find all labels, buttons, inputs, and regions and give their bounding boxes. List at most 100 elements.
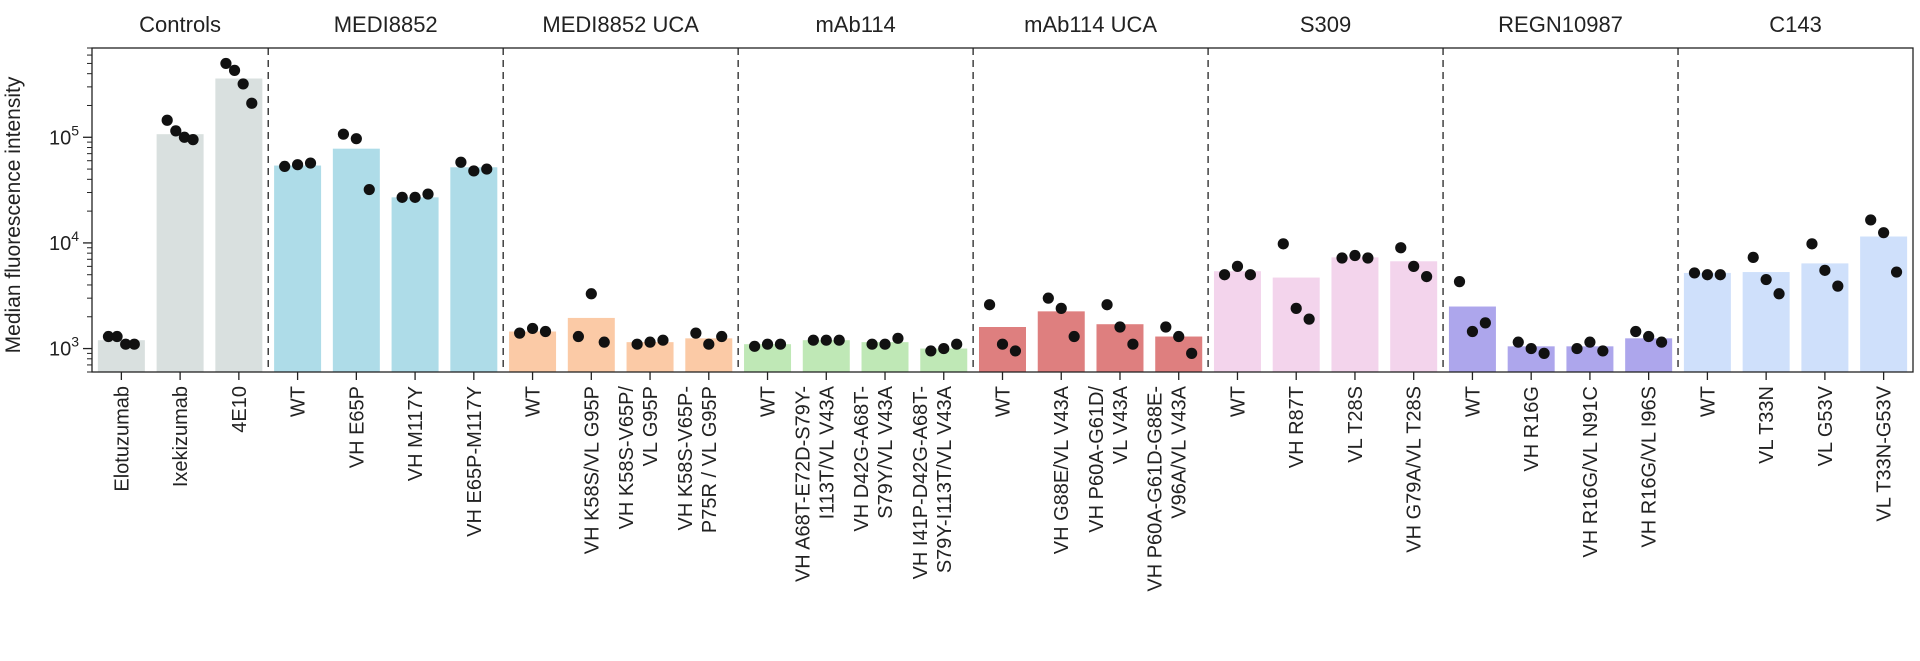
data-point (572, 330, 584, 343)
labels: Elotuzumab Ixekizumab 4E10 Controls WT VH E65… (111, 12, 1895, 592)
data-point (1336, 252, 1348, 264)
category-label-line: P75R / VL G95P (699, 386, 721, 533)
category-label-line: VL T33N-G53V (1874, 385, 1896, 521)
data-point (1160, 321, 1172, 333)
bar (1742, 272, 1790, 372)
data-point (1218, 269, 1231, 281)
category-label-line: VH E65P-M117Y (464, 386, 486, 537)
data-point (1114, 321, 1126, 333)
data-point (246, 97, 258, 109)
data-point (644, 336, 656, 348)
data-point (337, 128, 350, 140)
data-point (1101, 299, 1113, 311)
data-point (1244, 269, 1256, 281)
data-points (102, 57, 1903, 359)
category-label: WT (1227, 386, 1249, 417)
data-point (187, 134, 199, 146)
data-point (304, 157, 317, 169)
data-point (514, 327, 526, 339)
category-label-line: WT (758, 386, 780, 417)
category-label: VH R87T (1286, 386, 1308, 468)
data-point (1421, 270, 1433, 283)
category-label: VL G53V (1815, 385, 1837, 466)
data-point (481, 163, 493, 175)
bar (1213, 271, 1261, 372)
category-label: WT (1462, 386, 1484, 417)
data-point (291, 159, 304, 171)
data-point (120, 338, 132, 350)
category-label-line: Elotuzumab (111, 386, 133, 492)
group-label: C143 (1769, 12, 1822, 37)
category-label: VH E65P-M117Y (464, 386, 486, 537)
bar (509, 331, 557, 372)
category-label: VH M117Y (405, 386, 427, 481)
data-point (716, 330, 728, 343)
category-label-line: VL T33N (1756, 386, 1778, 464)
data-point (237, 78, 249, 90)
data-point (526, 322, 539, 335)
category-label-line: 4E10 (229, 386, 251, 433)
category-label: WT (1697, 386, 1719, 417)
data-point (1042, 292, 1054, 304)
category-label-line: VH I41P-D42G-A68T- (910, 386, 932, 579)
data-point (657, 334, 669, 346)
group-dividers (267, 48, 1679, 372)
data-point (111, 330, 123, 343)
data-point (749, 340, 761, 352)
bar (1037, 311, 1085, 372)
category-label: VL T28S (1345, 386, 1367, 463)
bar (1331, 257, 1379, 372)
data-point (1512, 336, 1524, 348)
data-point (539, 325, 552, 338)
data-point (1395, 242, 1407, 254)
data-point (1819, 264, 1831, 276)
category-label: VH R16G/VL N91C (1580, 386, 1602, 558)
data-point (1714, 269, 1726, 281)
bar (274, 165, 322, 372)
data-point (1865, 214, 1877, 226)
data-point (1362, 252, 1374, 264)
data-point (1303, 313, 1315, 325)
category-label: WT (288, 386, 310, 417)
data-point (1701, 269, 1714, 281)
data-point (925, 345, 937, 357)
category-label-line: VH K58S-V65P- (675, 386, 697, 531)
category-label-line: VH K58S-V65P/ (616, 386, 638, 530)
data-point (102, 330, 115, 343)
category-label-line: S79Y-I113T/VL V43A (934, 385, 956, 573)
category-label: Ixekizumab (170, 386, 192, 487)
data-point (1806, 238, 1818, 250)
y-tick-label: 104 (49, 228, 79, 255)
data-point (690, 327, 702, 339)
data-point (1538, 347, 1550, 359)
data-point (1747, 251, 1759, 263)
data-point (761, 338, 774, 350)
data-point (631, 338, 643, 350)
data-point (892, 332, 904, 344)
data-point (1525, 342, 1537, 355)
data-point (833, 334, 845, 346)
category-label-line: VH R16G (1521, 386, 1543, 472)
bar (1860, 236, 1908, 372)
category-label-line: VL G53V (1815, 385, 1837, 466)
category-label-line: VH G79A/VL T28S (1404, 386, 1426, 553)
data-point (1878, 227, 1890, 239)
data-point (996, 338, 1009, 350)
data-point (422, 188, 434, 200)
category-label: VH E65P (346, 386, 368, 468)
data-point (409, 191, 421, 203)
category-label: VL T33N-G53V (1874, 385, 1896, 521)
data-point (161, 114, 173, 126)
data-point (1479, 317, 1491, 329)
category-label: 4E10 (229, 386, 251, 433)
group-label: Controls (139, 12, 221, 37)
category-label-line: WT (1227, 386, 1249, 417)
data-point (1453, 276, 1466, 288)
category-label: WT (758, 386, 780, 417)
group-label: mAb114 UCA (1024, 12, 1157, 37)
data-point (350, 133, 362, 145)
group-label: mAb114 (815, 12, 895, 37)
data-point (220, 57, 232, 70)
category-label-line: VH R87T (1286, 386, 1308, 468)
category-label-line: WT (1697, 386, 1719, 417)
